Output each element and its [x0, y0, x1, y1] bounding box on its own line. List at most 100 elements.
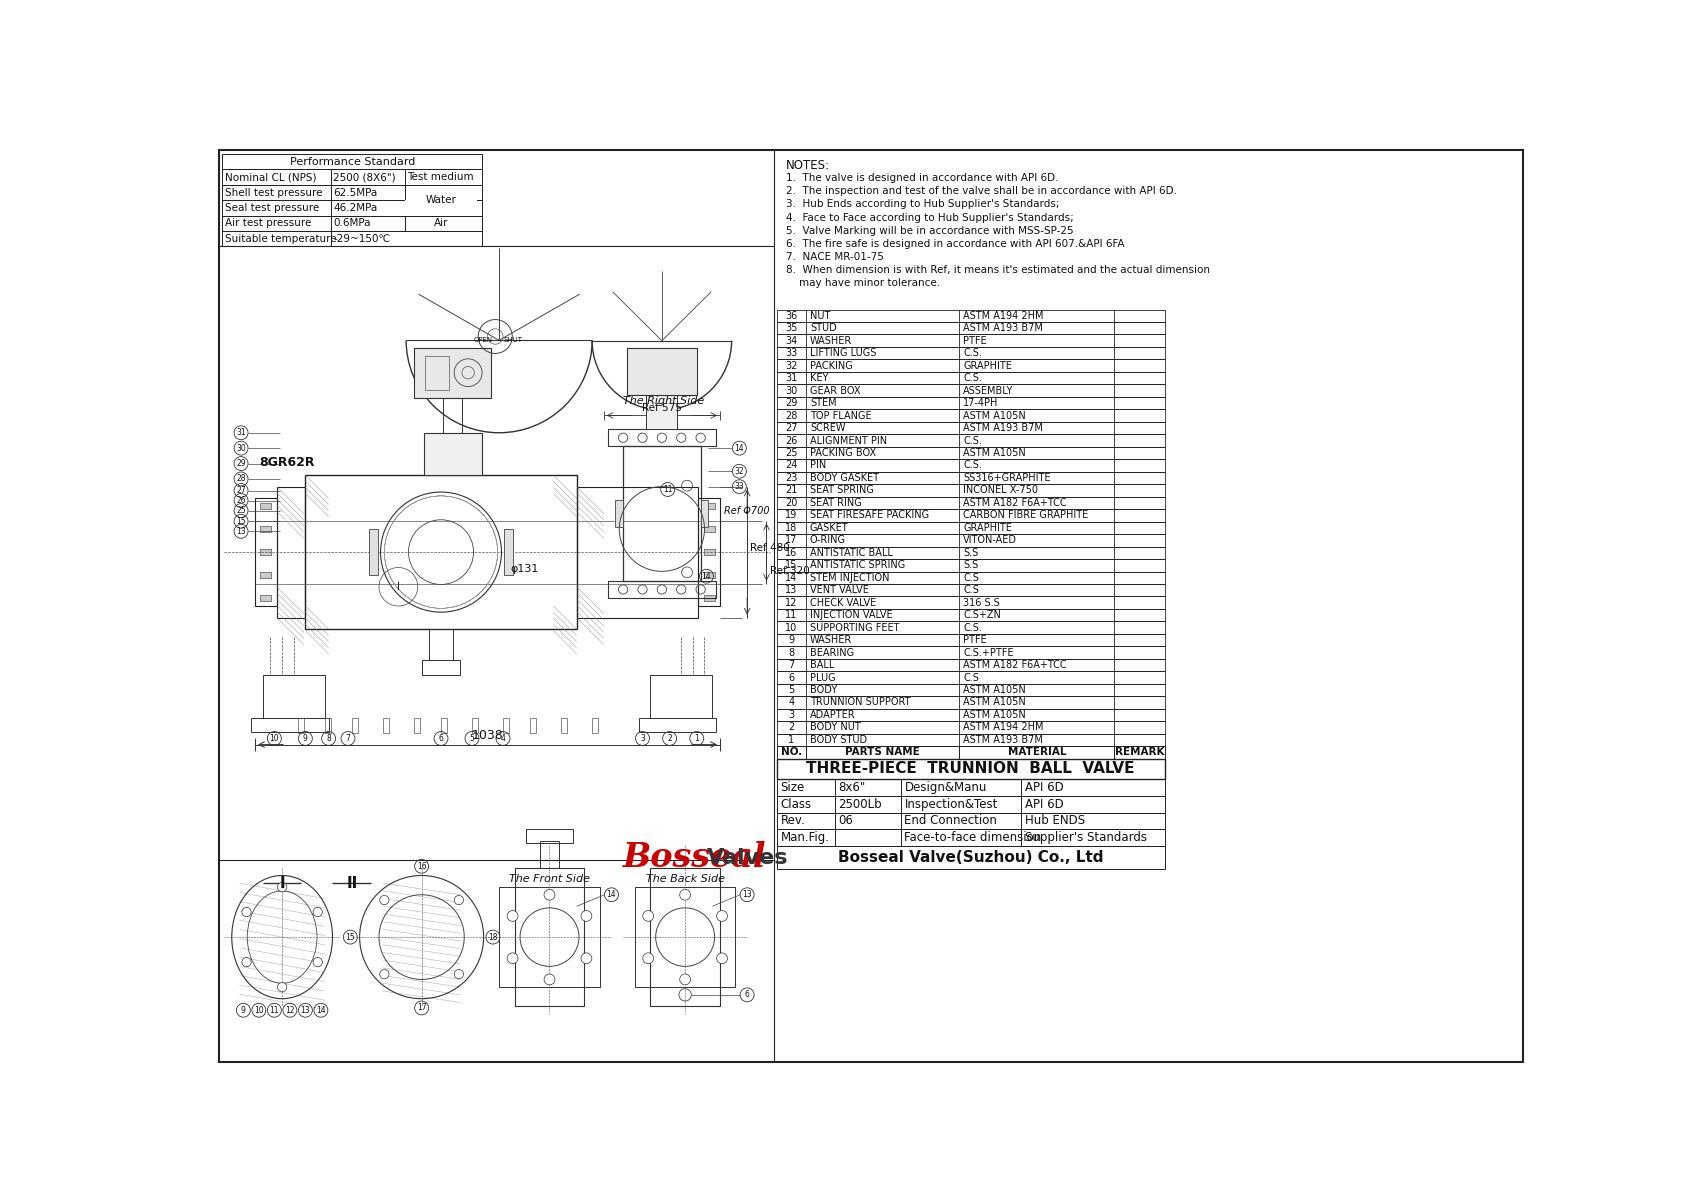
Bar: [776, 347, 1165, 360]
Text: ASTM A105N: ASTM A105N: [963, 448, 1026, 458]
Text: 316 S.S: 316 S.S: [963, 598, 1000, 607]
Bar: [608, 430, 715, 446]
Text: C.S: C.S: [963, 672, 978, 683]
Text: 26: 26: [236, 496, 246, 505]
Text: BODY NUT: BODY NUT: [810, 722, 861, 732]
Text: THREE-PIECE  TRUNNION  BALL  VALVE: THREE-PIECE TRUNNION BALL VALVE: [807, 761, 1134, 776]
Bar: [222, 200, 482, 216]
Bar: [222, 169, 482, 185]
Circle shape: [379, 895, 389, 905]
Text: PIN: PIN: [810, 461, 825, 470]
Circle shape: [453, 970, 464, 979]
Circle shape: [717, 911, 727, 922]
Text: 10: 10: [270, 734, 278, 743]
Text: 36: 36: [784, 311, 796, 320]
Text: 3.  Hub Ends according to Hub Supplier's Standards;: 3. Hub Ends according to Hub Supplier's …: [786, 199, 1060, 210]
Circle shape: [543, 889, 555, 900]
Bar: [776, 310, 1165, 322]
Text: Ref 575: Ref 575: [642, 403, 681, 413]
Text: Inspection&Test: Inspection&Test: [903, 798, 997, 810]
Bar: [645, 395, 678, 430]
Text: 13: 13: [301, 1006, 311, 1015]
Text: 9: 9: [302, 734, 307, 743]
Bar: [382, 718, 389, 733]
Bar: [776, 384, 1165, 397]
Bar: [441, 718, 447, 733]
Text: REMARK: REMARK: [1114, 748, 1163, 757]
Text: 35: 35: [784, 323, 796, 334]
Text: II: II: [346, 876, 357, 890]
Text: CARBON FIBRE GRAPHITE: CARBON FIBRE GRAPHITE: [963, 510, 1088, 521]
Bar: [776, 684, 1165, 696]
Bar: [776, 779, 1165, 796]
Bar: [776, 522, 1165, 534]
Bar: [776, 584, 1165, 596]
Text: SHUT: SHUT: [503, 337, 523, 343]
Text: 20: 20: [784, 498, 796, 508]
Bar: [638, 718, 715, 732]
Bar: [776, 335, 1165, 347]
Text: 4.  Face to Face according to Hub Supplier's Standards;: 4. Face to Face according to Hub Supplie…: [786, 212, 1073, 222]
Text: 25: 25: [236, 506, 246, 515]
Text: SUPPORTING FEET: SUPPORTING FEET: [810, 623, 898, 632]
Text: LIFTING LUGS: LIFTING LUGS: [810, 348, 876, 359]
Text: 1: 1: [694, 734, 698, 743]
Text: 29: 29: [236, 460, 246, 468]
Text: 7.  NACE MR-01-75: 7. NACE MR-01-75: [786, 252, 883, 262]
Text: 11: 11: [784, 610, 796, 620]
Text: BODY: BODY: [810, 685, 837, 695]
Text: 5.  Valve Marking will be in accordance with MSS-SP-25: 5. Valve Marking will be in accordance w…: [786, 226, 1073, 235]
Text: ASTM A194 2HM: ASTM A194 2HM: [963, 722, 1043, 732]
Bar: [414, 718, 419, 733]
Text: ADAPTER: ADAPTER: [810, 710, 856, 720]
Circle shape: [277, 882, 287, 892]
Text: PLUG: PLUG: [810, 672, 835, 683]
Text: The Right Side: The Right Side: [623, 396, 705, 406]
Text: 8.  When dimension is with Ref, it means it's estimated and the actual dimension: 8. When dimension is with Ref, it means …: [786, 265, 1209, 275]
Text: 33: 33: [784, 348, 796, 359]
Text: 2500 (8X6"): 2500 (8X6"): [333, 172, 396, 182]
Circle shape: [679, 974, 689, 985]
Text: Size: Size: [779, 781, 805, 793]
Bar: [277, 487, 306, 618]
Text: BODY STUD: BODY STUD: [810, 734, 866, 745]
Text: STUD: STUD: [810, 323, 835, 334]
Text: 46.2MPa: 46.2MPa: [333, 203, 377, 212]
Text: ASTM A105N: ASTM A105N: [963, 410, 1026, 420]
Bar: [776, 796, 1165, 812]
Text: C.S: C.S: [963, 586, 978, 595]
Text: GEAR BOX: GEAR BOX: [810, 385, 859, 396]
Text: PTFE: PTFE: [963, 635, 987, 646]
Circle shape: [241, 958, 251, 967]
Text: INJECTION VALVE: INJECTION VALVE: [810, 610, 891, 620]
Text: ALIGNMENT PIN: ALIGNMENT PIN: [810, 436, 886, 445]
Text: 15: 15: [784, 560, 796, 570]
Text: ASTM A193 B7M: ASTM A193 B7M: [963, 734, 1043, 745]
Text: 14: 14: [734, 444, 744, 452]
Circle shape: [581, 953, 591, 964]
Text: 2: 2: [667, 734, 672, 743]
Bar: [776, 709, 1165, 721]
Text: 1.  The valve is designed in accordance with API 6D.: 1. The valve is designed in accordance w…: [786, 173, 1058, 184]
Text: 8: 8: [788, 648, 795, 658]
Text: 10: 10: [784, 623, 796, 632]
Text: 8: 8: [326, 734, 331, 743]
Text: Shell test pressure: Shell test pressure: [224, 187, 323, 198]
Text: 17: 17: [784, 535, 796, 545]
Text: 5: 5: [788, 685, 795, 695]
Text: 10: 10: [255, 1006, 263, 1015]
Text: 32: 32: [784, 361, 796, 371]
Bar: [776, 634, 1165, 647]
Text: MATERIAL: MATERIAL: [1007, 748, 1066, 757]
Text: 21: 21: [784, 486, 796, 496]
Bar: [650, 868, 720, 1007]
Text: ASTM A193 B7M: ASTM A193 B7M: [963, 323, 1043, 334]
Bar: [776, 846, 1165, 870]
Circle shape: [312, 907, 323, 917]
Text: Man.Fig.: Man.Fig.: [779, 832, 829, 845]
Bar: [776, 397, 1165, 409]
Text: The Back Side: The Back Side: [645, 874, 725, 884]
Text: TRUNNION SUPPORT: TRUNNION SUPPORT: [810, 697, 910, 708]
Text: 1038: 1038: [472, 730, 503, 743]
Text: Seal test pressure: Seal test pressure: [224, 203, 319, 212]
